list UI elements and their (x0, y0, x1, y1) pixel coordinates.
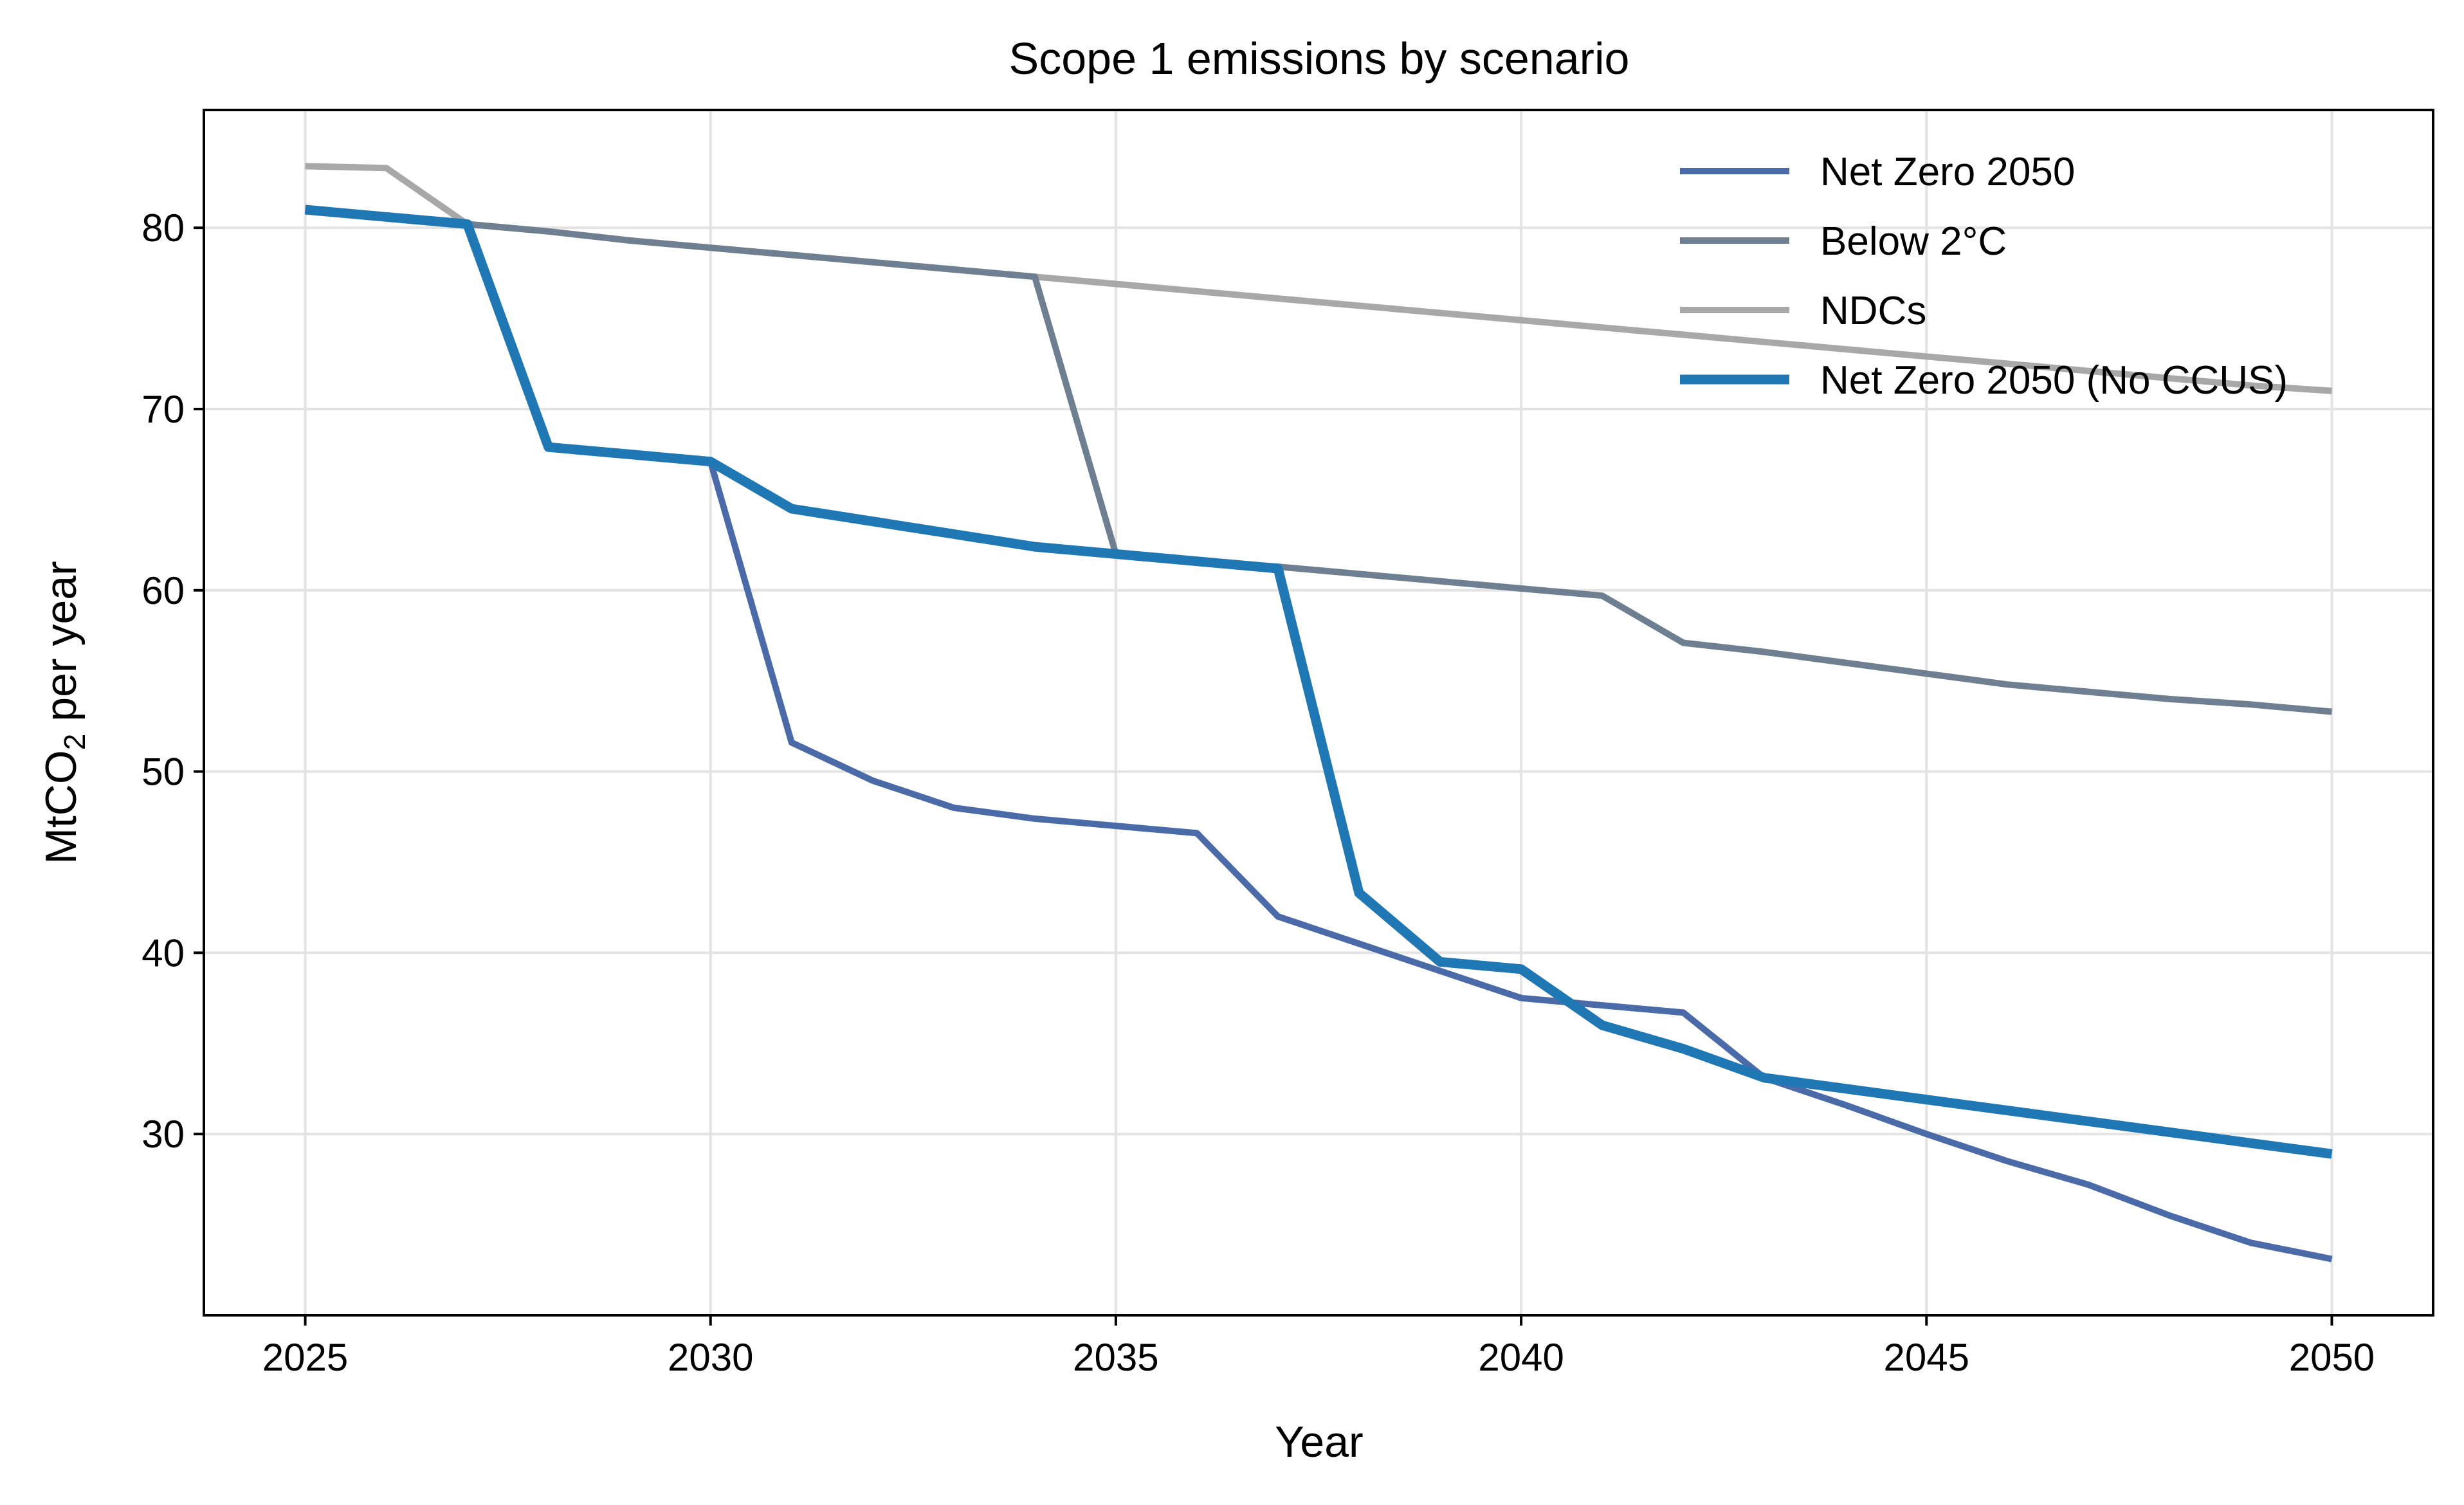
x-tick-label: 2030 (668, 1336, 753, 1379)
y-axis-label-main: MtCO (37, 750, 86, 864)
x-axis-label: Year (1275, 1418, 1363, 1466)
x-axis: 2025 2030 2035 2040 2045 2050 (262, 1315, 2375, 1379)
legend-label: Net Zero 2050 (No CCUS) (1820, 358, 2288, 403)
y-tick-label: 50 (141, 751, 185, 794)
grid (204, 110, 2433, 1315)
legend: Net Zero 2050 Below 2°C NDCs Net Zero 2050 … (1680, 150, 2288, 403)
y-axis: 30 40 50 60 70 80 (141, 206, 204, 1156)
y-axis-label-subscript: 2 (58, 734, 91, 751)
legend-label: NDCs (1820, 289, 1926, 333)
y-tick-label: 80 (141, 206, 185, 250)
legend-label: Net Zero 2050 (1820, 150, 2075, 194)
y-axis-label: MtCO2 per year (37, 561, 91, 864)
x-tick-label: 2045 (1884, 1336, 1969, 1379)
x-tick-label: 2035 (1073, 1336, 1158, 1379)
plot-frame (203, 109, 2434, 1317)
y-tick-label: 30 (141, 1113, 185, 1156)
y-axis-label-suffix: per year (37, 561, 86, 733)
y-tick-label: 40 (141, 931, 185, 974)
chart-title: Scope 1 emissions by scenario (1009, 33, 1630, 84)
y-tick-label: 60 (141, 569, 185, 612)
y-tick-label: 70 (141, 388, 185, 431)
series-line-2 (305, 206, 2332, 715)
x-tick-label: 2040 (1478, 1336, 1564, 1379)
legend-label: Below 2°C (1820, 219, 2007, 264)
x-tick-label: 2050 (2289, 1336, 2375, 1379)
series-group (304, 163, 2333, 1263)
series-line-4 (304, 205, 2333, 1159)
x-tick-label: 2025 (262, 1336, 348, 1379)
